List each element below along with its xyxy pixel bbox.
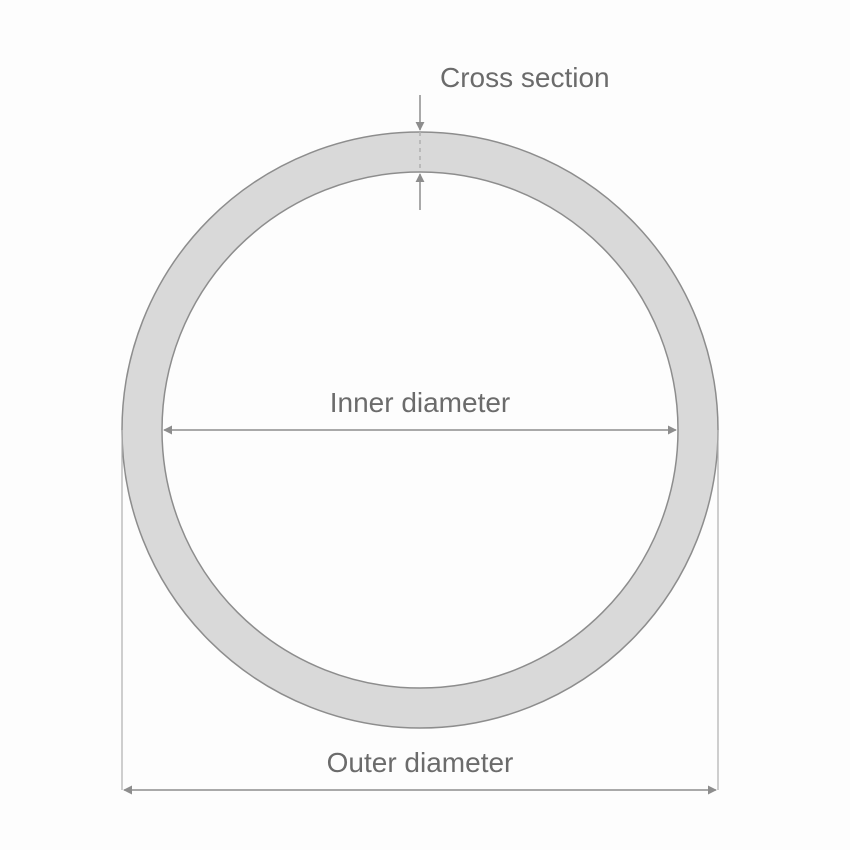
inner-diameter-label: Inner diameter (330, 387, 511, 418)
ring-diagram: Cross section Inner diameter Outer diamete… (0, 0, 850, 850)
cross-section-label: Cross section (440, 62, 610, 93)
outer-diameter-label: Outer diameter (327, 747, 514, 778)
